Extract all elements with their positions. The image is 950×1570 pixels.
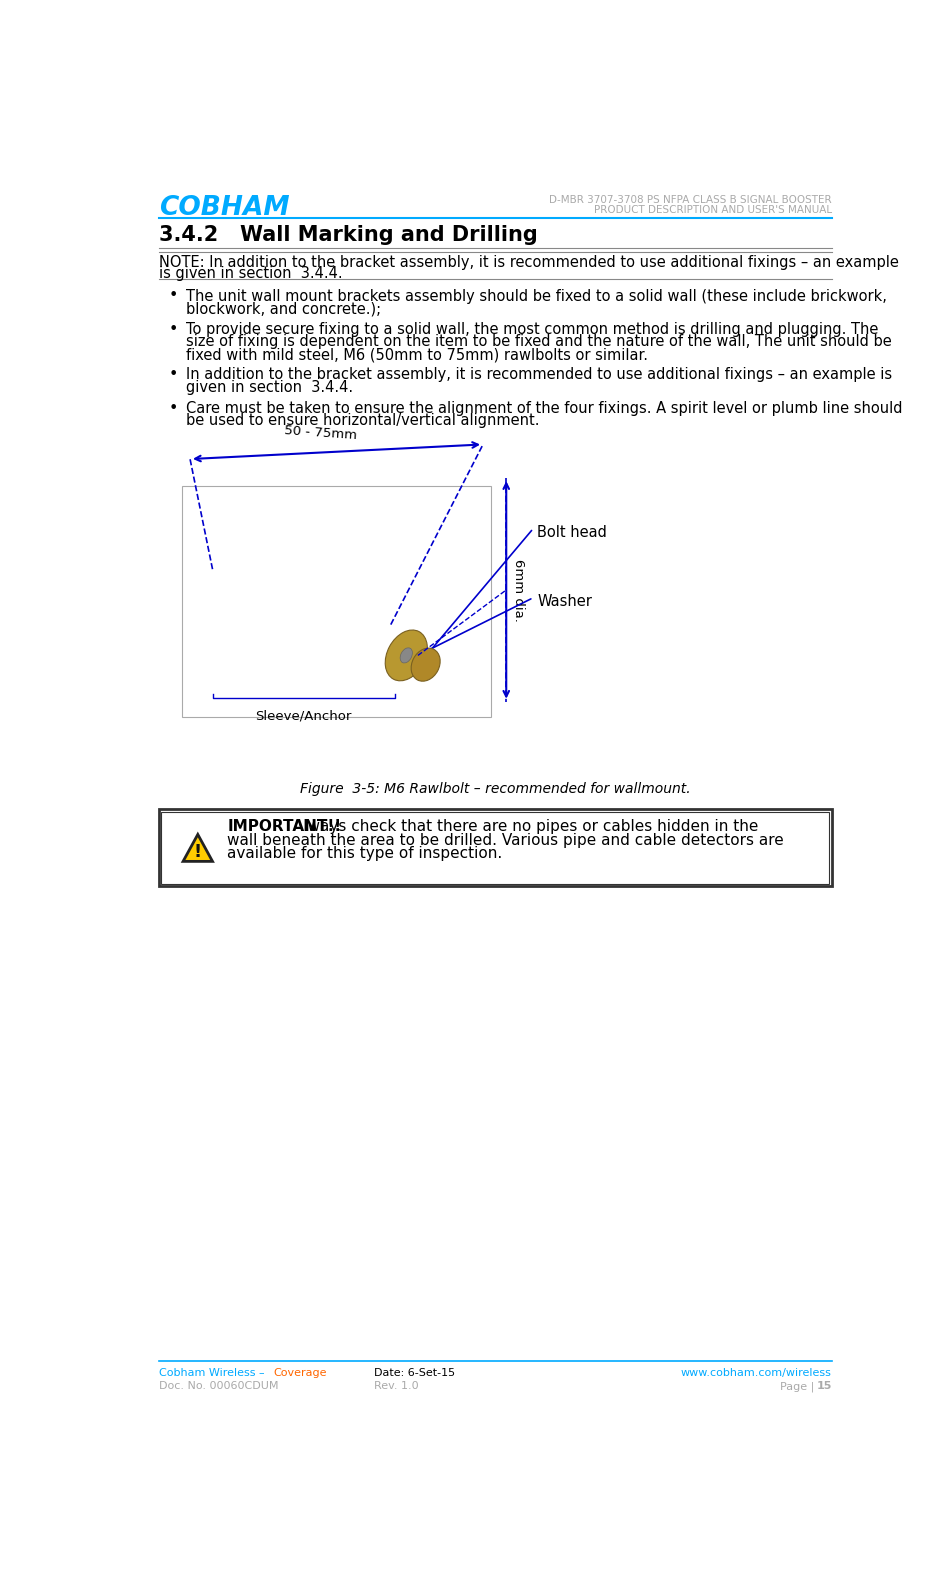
Text: IMPORTANT!!: IMPORTANT!!	[227, 818, 341, 834]
Text: Rev. 1.0: Rev. 1.0	[374, 1382, 419, 1391]
Text: Doc. No. 00060CDUM: Doc. No. 00060CDUM	[159, 1382, 278, 1391]
Text: Care must be taken to ensure the alignment of the four fixings. A spirit level o: Care must be taken to ensure the alignme…	[186, 400, 902, 416]
Text: Date: 6-Set-15: Date: 6-Set-15	[374, 1367, 456, 1378]
Text: blockwork, and concrete.);: blockwork, and concrete.);	[186, 301, 381, 316]
Text: COBHAM: COBHAM	[159, 195, 290, 220]
Bar	[314, 593, 345, 633]
Text: Coverage: Coverage	[274, 1367, 327, 1378]
Text: Figure  3-5: M6 Rawlbolt – recommended for wallmount.: Figure 3-5: M6 Rawlbolt – recommended fo…	[300, 782, 691, 796]
Text: PRODUCT DESCRIPTION AND USER'S MANUAL: PRODUCT DESCRIPTION AND USER'S MANUAL	[594, 206, 832, 215]
Polygon shape	[183, 834, 213, 862]
Text: given in section  3.4.4.: given in section 3.4.4.	[186, 380, 353, 396]
Bar	[159, 810, 832, 887]
Text: 50 - 75mm: 50 - 75mm	[284, 424, 358, 443]
Text: •: •	[168, 400, 178, 416]
Bar	[182, 487, 491, 717]
Bar	[162, 812, 829, 884]
Text: In addition to the bracket assembly, it is recommended to use additional fixings: In addition to the bracket assembly, it …	[186, 367, 892, 383]
Ellipse shape	[400, 648, 412, 663]
Text: •: •	[168, 367, 178, 383]
Text: 3.4.2   Wall Marking and Drilling: 3.4.2 Wall Marking and Drilling	[159, 226, 538, 245]
Ellipse shape	[411, 648, 440, 681]
Text: •: •	[168, 322, 178, 336]
Bar	[219, 551, 361, 652]
Text: To provide secure fixing to a solid wall, the most common method is drilling and: To provide secure fixing to a solid wall…	[186, 322, 879, 336]
Text: D-MBR 3707-3708 PS NFPA CLASS B SIGNAL BOOSTER: D-MBR 3707-3708 PS NFPA CLASS B SIGNAL B…	[549, 195, 832, 204]
Text: Sleeve/Anchor: Sleeve/Anchor	[256, 710, 352, 722]
Ellipse shape	[385, 630, 428, 681]
Text: NOTE: In addition to the bracket assembly, it is recommended to use additional f: NOTE: In addition to the bracket assembl…	[159, 256, 899, 270]
Text: available for this type of inspection.: available for this type of inspection.	[227, 846, 503, 862]
Text: 6mm dia.: 6mm dia.	[512, 559, 525, 622]
Text: Page |: Page |	[780, 1382, 818, 1391]
Text: 15: 15	[816, 1382, 832, 1391]
Text: Always check that there are no pipes or cables hidden in the: Always check that there are no pipes or …	[288, 818, 758, 834]
Text: be used to ensure horizontal/vertical alignment.: be used to ensure horizontal/vertical al…	[186, 413, 540, 429]
Text: is given in section  3.4.4.: is given in section 3.4.4.	[159, 267, 343, 281]
Text: www.cobham.com/wireless: www.cobham.com/wireless	[681, 1367, 832, 1378]
Text: wall beneath the area to be drilled. Various pipe and cable detectors are: wall beneath the area to be drilled. Var…	[227, 832, 784, 848]
Bar	[208, 567, 239, 598]
Text: The unit wall mount brackets assembly should be fixed to a solid wall (these inc: The unit wall mount brackets assembly sh…	[186, 289, 887, 303]
Bar	[263, 593, 294, 633]
Text: •: •	[168, 289, 178, 303]
Bar	[297, 593, 328, 633]
Bar	[280, 593, 311, 633]
Text: fixed with mild steel, M6 (50mm to 75mm) rawlbolts or similar.: fixed with mild steel, M6 (50mm to 75mm)…	[186, 347, 648, 363]
Text: size of fixing is dependent on the item to be fixed and the nature of the wall, : size of fixing is dependent on the item …	[186, 334, 892, 349]
Text: !: !	[194, 843, 201, 860]
Text: Bolt head: Bolt head	[538, 524, 607, 540]
Bar	[348, 622, 410, 666]
Text: Washer: Washer	[538, 593, 592, 609]
Text: Cobham Wireless –: Cobham Wireless –	[159, 1367, 268, 1378]
